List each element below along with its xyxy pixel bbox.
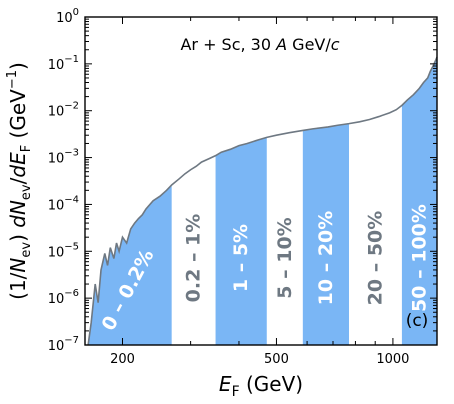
y-tick-label: 100: [56, 7, 79, 26]
y-tick-label: 10−3: [48, 148, 79, 167]
plot-frame: [84, 16, 438, 346]
band-label-4: 10 – 20%: [315, 211, 337, 306]
x-axis-label: EF (GeV): [219, 372, 303, 400]
centrality-bands: [85, 57, 437, 345]
band-fill-0: [85, 184, 172, 345]
band-label-6: 50 – 100%: [408, 204, 430, 312]
band-fill-6: [401, 57, 437, 345]
y-tick-label: 10−6: [48, 288, 79, 307]
band-fill-4: [302, 123, 350, 345]
y-tick-label: 10−7: [48, 335, 79, 354]
panel-label: (c): [406, 311, 429, 331]
y-tick-label: 10−5: [48, 241, 79, 260]
y-tick-label: 10−1: [48, 54, 79, 73]
axis-ticks: 10−7 10−6 10−5 10−4 10−3 10−2 10−1 100 200 500 100…: [48, 7, 437, 367]
y-axis-label: (1/Nev) dNev/dEF (GeV−1): [5, 62, 34, 300]
y-tick-label: 10−4: [48, 194, 79, 213]
x-tick-label: 500: [264, 352, 289, 367]
x-tick-label: 1000: [376, 352, 409, 367]
band-fill-2: [215, 137, 267, 345]
band-label-5: 20 – 50%: [364, 211, 386, 306]
band-label-2: 1 – 5%: [230, 224, 252, 292]
band-label-3: 5 – 10%: [274, 217, 296, 298]
band-label-1: 0.2 – 1%: [183, 214, 205, 303]
distribution-curve-group: [87, 56, 438, 346]
distribution-curve: [87, 56, 438, 346]
x-tick-label: 200: [110, 352, 135, 367]
chart-annotation: Ar + Sc, 30 A GeV/c: [180, 35, 339, 54]
y-tick-label: 10−2: [48, 101, 79, 120]
